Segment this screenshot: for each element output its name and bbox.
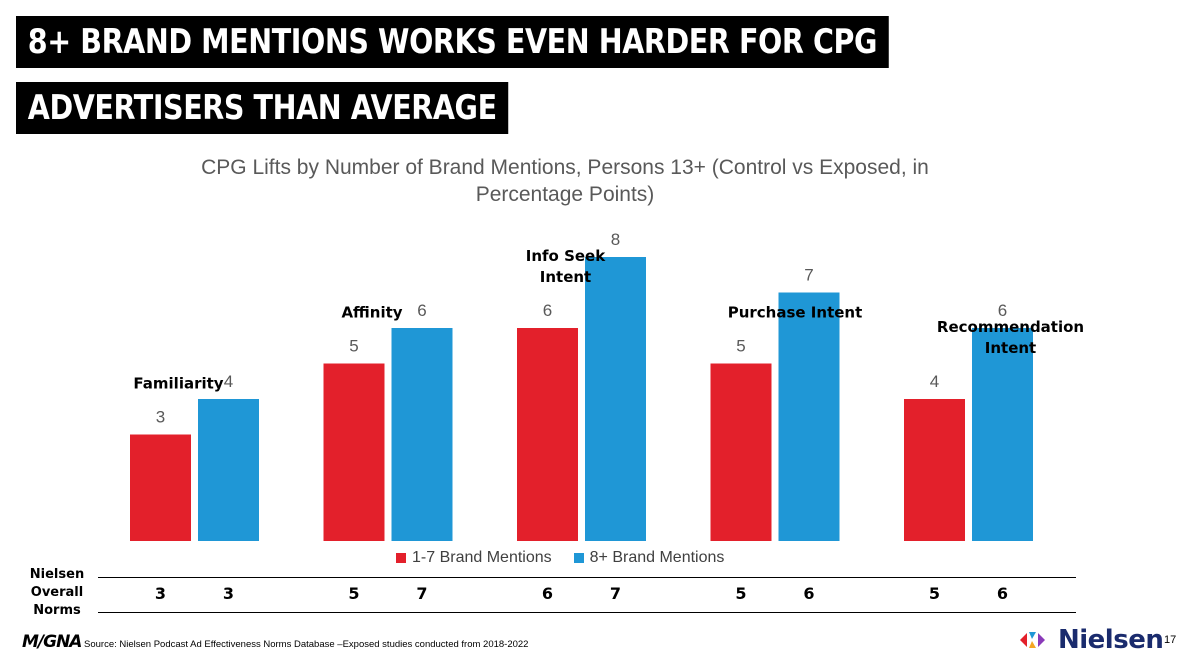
data-label-info-seek-intent-series-2: 8 bbox=[611, 230, 620, 249]
data-label-purchase-intent-series-2: 7 bbox=[804, 266, 813, 285]
norm-value-familiarity-series-1: 3 bbox=[154, 584, 167, 603]
bar-affinity-series-1 bbox=[323, 363, 385, 541]
source-note: Source: Nielsen Podcast Ad Effectiveness… bbox=[84, 639, 529, 650]
slide-title-line-2: ADVERTISERS THAN AVERAGE bbox=[16, 82, 509, 134]
bar-info-seek-intent-series-1 bbox=[517, 328, 578, 541]
norms-label: Nielsen Overall Norms bbox=[29, 567, 85, 618]
slide-title-line-1: 8+ BRAND MENTIONS WORKS EVEN HARDER FOR … bbox=[16, 16, 889, 68]
page-number: 17 bbox=[1164, 634, 1177, 646]
nielsen-wordmark: Nielsen bbox=[1058, 625, 1164, 655]
category-label-recommendation-intent-line-1: Recommendation bbox=[937, 318, 1084, 336]
category-label-info-seek-intent-line-2: Intent bbox=[540, 268, 591, 286]
nielsen-logo: Nielsen bbox=[1018, 625, 1164, 655]
legend-item-series-1: 1-7 Brand Mentions bbox=[396, 549, 552, 567]
legend-item-series-2: 8+ Brand Mentions bbox=[573, 549, 725, 567]
norm-value-recommendation-intent-series-1: 5 bbox=[928, 584, 941, 603]
chart-title: CPG Lifts by Number of Brand Mentions, P… bbox=[130, 154, 1000, 208]
bar-purchase-intent-series-2 bbox=[778, 292, 840, 541]
bar-familiarity-series-2 bbox=[198, 399, 259, 541]
category-label-purchase-intent: Purchase Intent bbox=[728, 304, 863, 322]
data-label-info-seek-intent-series-1: 6 bbox=[543, 301, 552, 320]
norm-value-purchase-intent-series-1: 5 bbox=[735, 584, 747, 603]
bar-recommendation-intent-series-2 bbox=[972, 328, 1033, 541]
bar-purchase-intent-series-1 bbox=[710, 363, 772, 541]
legend-swatch-series-2 bbox=[573, 553, 584, 563]
bar-familiarity-series-1 bbox=[130, 434, 191, 541]
legend-swatch-series-1 bbox=[396, 553, 406, 563]
norm-value-affinity-series-1: 5 bbox=[348, 584, 360, 603]
norms-top-rule bbox=[98, 577, 1076, 578]
data-label-recommendation-intent-series-1: 4 bbox=[930, 372, 939, 391]
data-label-recommendation-intent-series-2: 6 bbox=[998, 301, 1007, 320]
bar-info-seek-intent-series-2 bbox=[585, 257, 646, 541]
category-label-info-seek-intent-line-1: Info Seek bbox=[526, 247, 606, 265]
data-label-affinity-series-2: 6 bbox=[417, 301, 426, 320]
nielsen-mark-icon bbox=[1020, 632, 1045, 648]
chart-title-line-1: CPG Lifts by Number of Brand Mentions, P… bbox=[201, 156, 929, 179]
category-label-affinity: Affinity bbox=[341, 304, 402, 322]
norm-value-familiarity-series-2: 3 bbox=[222, 584, 235, 603]
chart-legend: 1-7 Brand Mentions 8+ Brand Mentions bbox=[396, 549, 724, 567]
chart-title-line-2: Percentage Points) bbox=[475, 183, 655, 206]
data-label-affinity-series-1: 5 bbox=[349, 337, 358, 356]
norm-value-purchase-intent-series-2: 6 bbox=[803, 584, 815, 603]
data-label-purchase-intent-series-1: 5 bbox=[736, 337, 745, 356]
norm-value-affinity-series-2: 7 bbox=[416, 584, 428, 603]
category-label-recommendation-intent-line-2: Intent bbox=[985, 339, 1036, 357]
data-label-familiarity-series-2: 4 bbox=[224, 372, 233, 391]
bar-affinity-series-2 bbox=[391, 328, 453, 541]
legend-label-series-2: 8+ Brand Mentions bbox=[589, 549, 725, 566]
legend-label-series-1: 1-7 Brand Mentions bbox=[412, 549, 552, 566]
norm-value-recommendation-intent-series-2: 6 bbox=[996, 584, 1009, 603]
category-label-familiarity: Familiarity bbox=[133, 375, 223, 393]
norm-value-info-seek-intent-series-1: 6 bbox=[541, 584, 554, 603]
norms-bottom-rule bbox=[98, 612, 1076, 613]
magna-logo: M/GNA bbox=[22, 632, 82, 652]
data-label-familiarity-series-1: 3 bbox=[156, 408, 165, 427]
norm-value-info-seek-intent-series-2: 7 bbox=[609, 584, 622, 603]
bar-recommendation-intent-series-1 bbox=[904, 399, 965, 541]
